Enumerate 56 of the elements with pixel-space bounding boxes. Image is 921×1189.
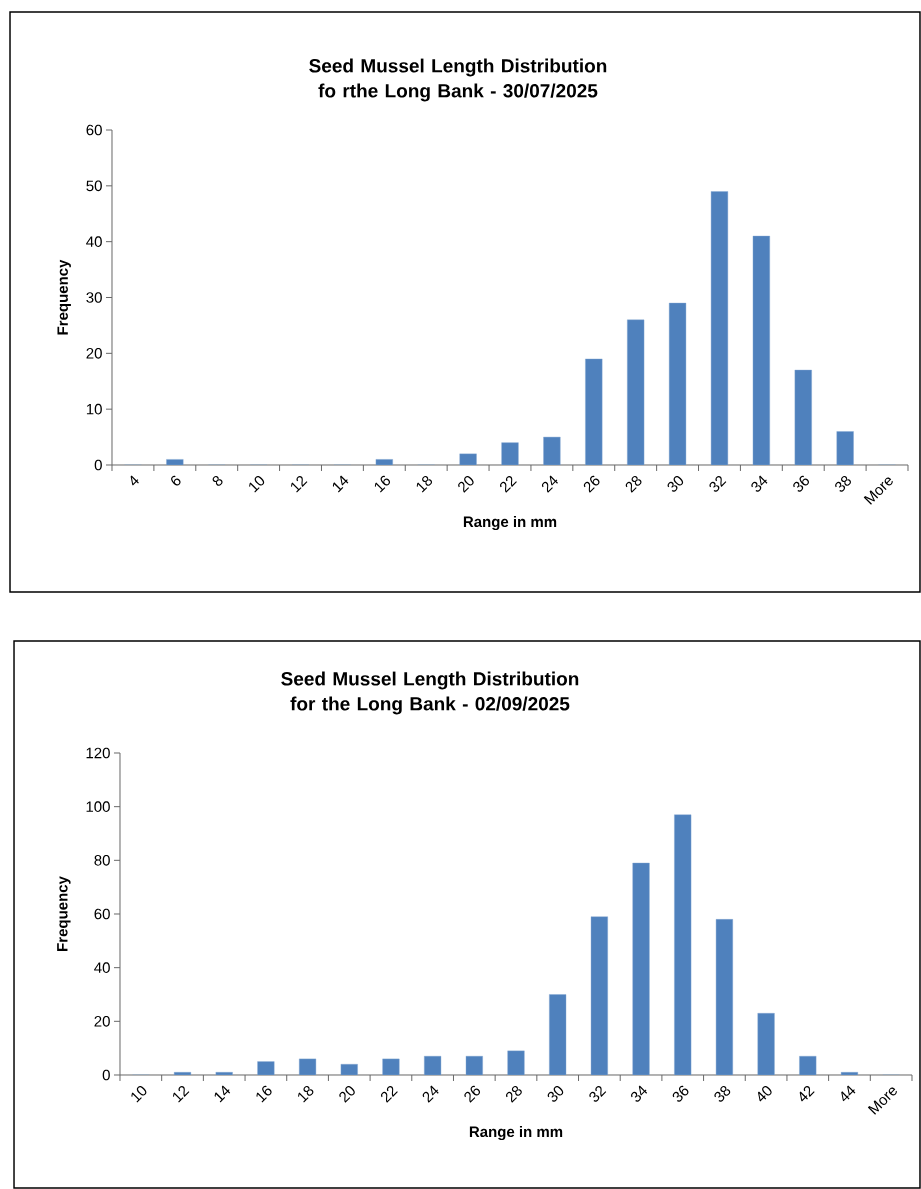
- y-tick-label: 60: [94, 908, 110, 920]
- x-tick-label: 10: [131, 1086, 147, 1103]
- x-tick-label: 28: [625, 475, 642, 493]
- x-tick-label: 14: [332, 475, 349, 493]
- x-tick-label: 36: [793, 475, 809, 492]
- x-tick-label: 14: [214, 1085, 231, 1103]
- x-tick-label: 38: [835, 475, 851, 492]
- y-tick-label: 120: [86, 747, 110, 759]
- y-tick-label: 10: [86, 403, 102, 415]
- chart-title: Seed Mussel Length Distribution fo rthe Long Bank - 30/07/2025: [309, 58, 607, 102]
- x-tick-label: 24: [422, 1085, 439, 1103]
- x-axis-title: Range in mm: [469, 1126, 563, 1141]
- x-tick-label: 36: [672, 1085, 689, 1102]
- x-tick-label: 20: [339, 1086, 355, 1103]
- x-tick-label: 44: [841, 1085, 856, 1102]
- x-tick-label: 22: [380, 1085, 398, 1103]
- x-tick-label: 32: [589, 1085, 607, 1102]
- x-tick-label: 16: [256, 1085, 272, 1103]
- x-tick-label: 30: [547, 1086, 564, 1102]
- y-tick-label: 40: [86, 236, 102, 247]
- x-tick-label: 16: [374, 475, 391, 493]
- x-tick-label: 30: [667, 476, 684, 492]
- y-tick-label: 20: [86, 348, 102, 359]
- x-tick-label: 12: [291, 475, 308, 493]
- x-tick-label: 8: [212, 475, 223, 486]
- x-tick-label: 6: [171, 475, 181, 486]
- x-tick-label: 32: [709, 475, 727, 492]
- chart-title: Seed Mussel Length Distribution for the Long Bank - 02/09/2025: [281, 671, 579, 715]
- y-tick-label: 60: [86, 124, 102, 136]
- x-tick-label: 34: [631, 1085, 648, 1102]
- x-tick-label: 38: [714, 1085, 731, 1102]
- x-tick-label: 18: [416, 475, 433, 493]
- x-tick-label: 18: [298, 1085, 314, 1103]
- y-tick-label: 40: [94, 962, 110, 973]
- x-tick-label: 20: [458, 476, 474, 493]
- y-tick-label: 20: [94, 1016, 110, 1027]
- x-tick-label: 24: [541, 475, 558, 493]
- y-tick-label: 30: [86, 292, 102, 303]
- x-axis-title: Range in mm: [463, 516, 557, 531]
- x-tick-label: 42: [799, 1085, 815, 1102]
- x-tick-label: 40: [757, 1086, 772, 1102]
- y-tick-label: 0: [94, 459, 102, 471]
- x-tick-label: 12: [173, 1085, 190, 1103]
- x-tick-label: 26: [464, 1085, 481, 1103]
- x-tick-label: 28: [506, 1085, 522, 1103]
- x-tick-label: 22: [500, 475, 517, 493]
- y-axis-title: Frequency: [57, 876, 71, 951]
- x-tick-label: 10: [249, 476, 265, 493]
- x-tick-label: 34: [751, 475, 768, 492]
- y-tick-label: 50: [86, 180, 102, 192]
- y-tick-label: 0: [102, 1069, 110, 1081]
- y-tick-label: 100: [86, 801, 110, 812]
- y-axis-title: Frequency: [57, 259, 71, 335]
- x-tick-label: 26: [583, 475, 600, 493]
- x-tick-label: 4: [130, 475, 139, 486]
- y-tick-label: 80: [94, 855, 110, 866]
